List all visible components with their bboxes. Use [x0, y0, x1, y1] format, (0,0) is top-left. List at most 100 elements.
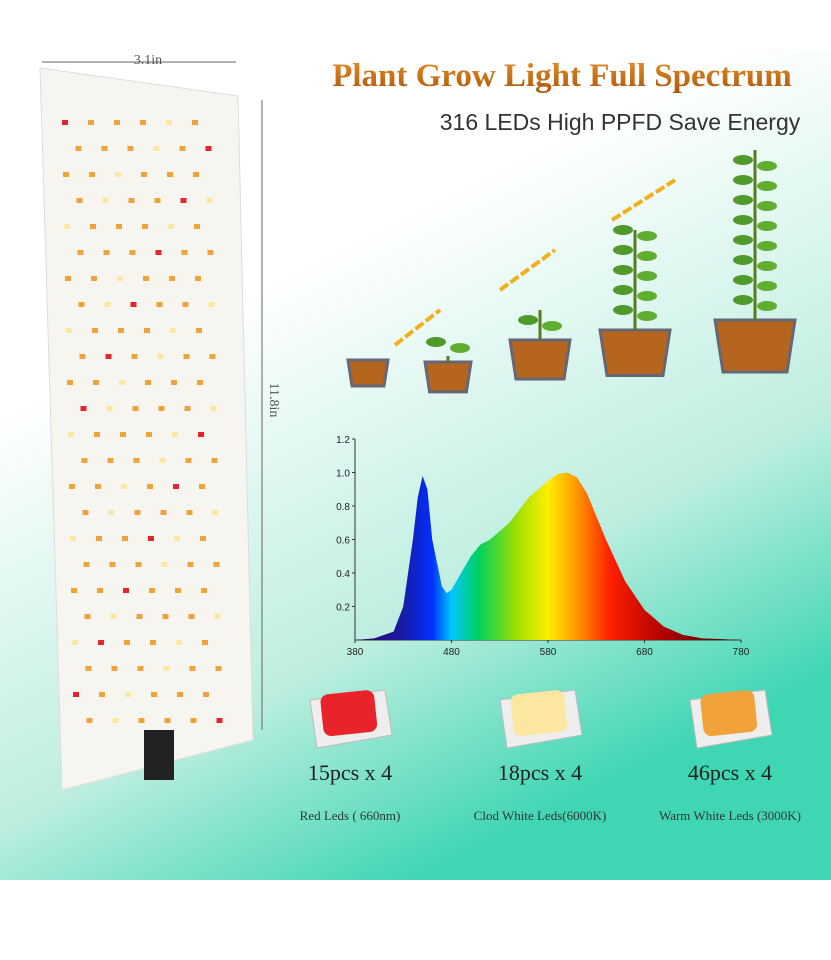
panel-led [214, 614, 221, 619]
panel-led [158, 406, 165, 411]
panel-led [72, 640, 78, 645]
leaf [637, 311, 657, 321]
panel-led [169, 276, 175, 281]
panel-led [143, 276, 149, 281]
panel-led [135, 562, 142, 567]
panel-led [199, 484, 205, 489]
panel-led [145, 380, 151, 385]
panel-led [73, 692, 79, 697]
panel-led [189, 666, 196, 671]
panel-board [39, 67, 254, 791]
led-panel [39, 67, 254, 791]
leaf [733, 255, 753, 265]
panel-led [151, 692, 157, 697]
panel-led [116, 224, 122, 229]
leaf [518, 315, 538, 325]
panel-led [64, 224, 70, 229]
panel-led [187, 562, 194, 567]
led-face [320, 690, 378, 737]
leaf [733, 175, 753, 185]
panel-led [150, 640, 156, 645]
panel-led [160, 510, 167, 515]
panel-led [200, 536, 206, 541]
panel-led [173, 484, 179, 489]
panel-led [166, 120, 172, 125]
leaf [613, 305, 633, 315]
panel-led [85, 666, 92, 671]
led-label: Clod White Leds(6000K) [474, 808, 607, 823]
y-tick-label: 1.2 [336, 435, 350, 446]
subtitle: 316 LEDs High PPFD Save Energy [440, 109, 801, 135]
panel-led [163, 666, 170, 671]
leaf [613, 245, 633, 255]
panel-led [195, 276, 201, 281]
panel-led [207, 250, 214, 255]
panel-led [122, 536, 128, 541]
panel-led [110, 614, 117, 619]
panel-led [198, 432, 204, 437]
x-tick-label: 580 [540, 647, 557, 658]
panel-led [157, 354, 164, 359]
panel-led [202, 640, 208, 645]
panel-led [108, 510, 115, 515]
leaf [733, 195, 753, 205]
panel-led [188, 614, 195, 619]
panel-led [206, 198, 213, 203]
panel-led [93, 380, 99, 385]
panel-led [148, 536, 154, 541]
panel-led [181, 250, 188, 255]
panel-led [97, 588, 103, 593]
leaf [757, 161, 777, 171]
pot [598, 328, 672, 377]
panel-led [192, 120, 198, 125]
x-tick-label: 680 [636, 647, 653, 658]
panel-led [144, 328, 150, 333]
panel-led [196, 328, 202, 333]
panel-led [106, 406, 113, 411]
panel-led [81, 458, 88, 463]
panel-led [86, 718, 93, 723]
panel-led [119, 380, 125, 385]
panel-led [134, 510, 141, 515]
panel-led [115, 172, 121, 177]
title: Plant Grow Light Full Spectrum [332, 58, 792, 94]
panel-led [184, 406, 191, 411]
leaf [757, 281, 777, 291]
panel-led [209, 354, 216, 359]
panel-led [159, 458, 166, 463]
panel-led [69, 484, 75, 489]
panel-led [205, 146, 212, 151]
leaf [757, 261, 777, 271]
led-label: Red Leds ( 660nm) [300, 808, 401, 823]
panel-led [111, 666, 118, 671]
panel-led [156, 302, 163, 307]
panel-led [84, 614, 91, 619]
panel-led [103, 250, 110, 255]
panel-led [162, 614, 169, 619]
leaf [613, 265, 633, 275]
leaf [733, 275, 753, 285]
led-face [700, 690, 758, 737]
panel-led [155, 250, 162, 255]
panel-led [107, 458, 114, 463]
panel-led [208, 302, 215, 307]
panel-led [153, 146, 160, 151]
panel-led [62, 120, 68, 125]
panel-led [82, 510, 89, 515]
panel-led [127, 146, 134, 151]
panel-led [68, 432, 74, 437]
panel-led [136, 614, 143, 619]
height-label: 11.8in [266, 383, 281, 418]
panel-led [98, 640, 104, 645]
led-label: Warm White Leds (3000K) [659, 808, 801, 823]
panel-led [92, 328, 98, 333]
spectrum-area [355, 472, 741, 640]
panel-led [129, 250, 136, 255]
panel-led [120, 432, 126, 437]
panel-led [79, 354, 86, 359]
panel-led [147, 484, 153, 489]
panel-led [215, 666, 222, 671]
panel-led [193, 172, 199, 177]
leaf [733, 155, 753, 165]
